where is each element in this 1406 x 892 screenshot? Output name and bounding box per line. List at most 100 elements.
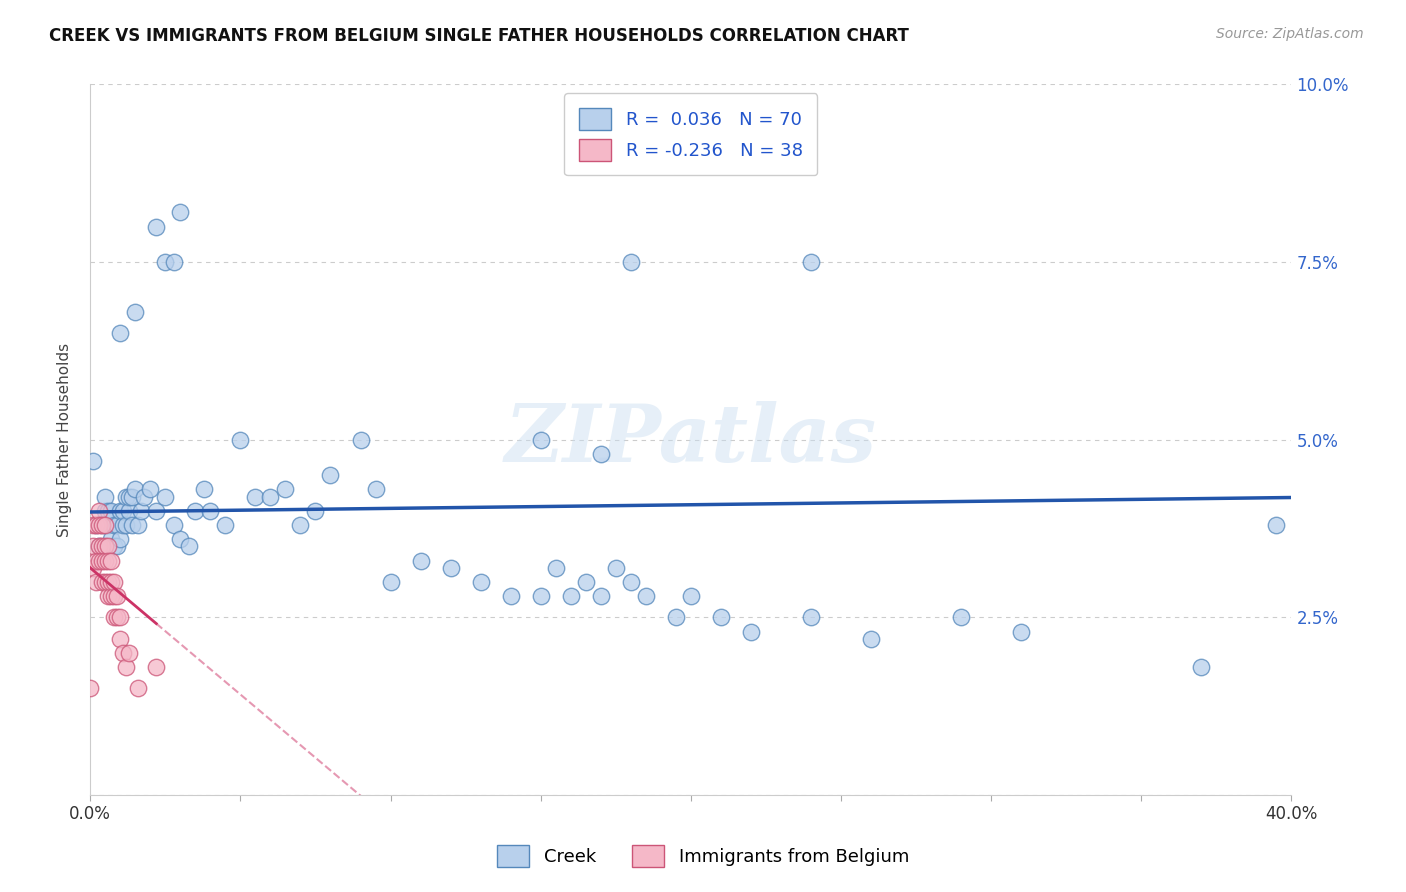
Point bbox=[589, 589, 612, 603]
Point bbox=[304, 504, 326, 518]
Point bbox=[620, 255, 643, 269]
Point bbox=[97, 589, 120, 603]
Point bbox=[860, 632, 883, 646]
Point bbox=[163, 518, 186, 533]
Point bbox=[79, 681, 101, 696]
Point bbox=[89, 539, 111, 553]
Point bbox=[575, 574, 598, 589]
Point bbox=[229, 433, 252, 447]
Point bbox=[193, 483, 215, 497]
Point bbox=[439, 560, 461, 574]
Point bbox=[97, 553, 120, 567]
Point bbox=[84, 518, 107, 533]
Point bbox=[200, 504, 222, 518]
Point bbox=[105, 589, 128, 603]
Point bbox=[112, 646, 135, 660]
Point bbox=[118, 504, 141, 518]
Point bbox=[110, 610, 132, 624]
Point bbox=[1010, 624, 1032, 639]
Point bbox=[82, 454, 104, 468]
Point bbox=[84, 574, 107, 589]
Point bbox=[105, 518, 128, 533]
Point bbox=[184, 504, 207, 518]
Point bbox=[274, 483, 297, 497]
Point bbox=[100, 553, 122, 567]
Point bbox=[319, 468, 342, 483]
Point bbox=[950, 610, 973, 624]
Point bbox=[100, 574, 122, 589]
Legend: Creek, Immigrants from Belgium: Creek, Immigrants from Belgium bbox=[489, 838, 917, 874]
Point bbox=[110, 632, 132, 646]
Point bbox=[800, 255, 823, 269]
Point bbox=[84, 518, 107, 533]
Point bbox=[91, 518, 114, 533]
Point bbox=[91, 539, 114, 553]
Point bbox=[97, 574, 120, 589]
Point bbox=[127, 681, 149, 696]
Point bbox=[94, 504, 117, 518]
Point bbox=[89, 518, 111, 533]
Point bbox=[91, 574, 114, 589]
Point bbox=[380, 574, 402, 589]
Point bbox=[544, 560, 567, 574]
Point bbox=[163, 255, 186, 269]
Point bbox=[82, 539, 104, 553]
Point bbox=[679, 589, 702, 603]
Point bbox=[409, 553, 432, 567]
Point bbox=[139, 483, 162, 497]
Point bbox=[499, 589, 522, 603]
Point bbox=[94, 574, 117, 589]
Point bbox=[121, 518, 143, 533]
Point bbox=[89, 539, 111, 553]
Point bbox=[103, 610, 125, 624]
Text: CREEK VS IMMIGRANTS FROM BELGIUM SINGLE FATHER HOUSEHOLDS CORRELATION CHART: CREEK VS IMMIGRANTS FROM BELGIUM SINGLE … bbox=[49, 27, 910, 45]
Point bbox=[115, 660, 138, 674]
Point bbox=[179, 539, 201, 553]
Point bbox=[91, 553, 114, 567]
Point bbox=[145, 660, 167, 674]
Point bbox=[115, 518, 138, 533]
Point bbox=[103, 574, 125, 589]
Point bbox=[1265, 518, 1288, 533]
Point bbox=[129, 504, 152, 518]
Point bbox=[82, 560, 104, 574]
Point bbox=[124, 305, 146, 319]
Point bbox=[82, 518, 104, 533]
Point bbox=[110, 533, 132, 547]
Point bbox=[710, 610, 733, 624]
Point bbox=[115, 490, 138, 504]
Point bbox=[605, 560, 627, 574]
Point bbox=[103, 539, 125, 553]
Point bbox=[94, 539, 117, 553]
Y-axis label: Single Father Households: Single Father Households bbox=[58, 343, 72, 537]
Point bbox=[259, 490, 281, 504]
Point bbox=[530, 433, 553, 447]
Point bbox=[349, 433, 371, 447]
Point bbox=[103, 518, 125, 533]
Text: ZIPatlas: ZIPatlas bbox=[505, 401, 877, 478]
Point bbox=[134, 490, 156, 504]
Point bbox=[84, 553, 107, 567]
Point bbox=[155, 490, 177, 504]
Point bbox=[124, 483, 146, 497]
Point bbox=[145, 219, 167, 234]
Point bbox=[665, 610, 688, 624]
Point bbox=[100, 504, 122, 518]
Point bbox=[89, 504, 111, 518]
Point bbox=[100, 533, 122, 547]
Point bbox=[740, 624, 762, 639]
Point bbox=[155, 255, 177, 269]
Point bbox=[364, 483, 387, 497]
Point bbox=[118, 646, 141, 660]
Point bbox=[103, 589, 125, 603]
Point bbox=[97, 504, 120, 518]
Point bbox=[1189, 660, 1212, 674]
Point bbox=[105, 539, 128, 553]
Point bbox=[112, 518, 135, 533]
Point bbox=[800, 610, 823, 624]
Point bbox=[560, 589, 582, 603]
Point bbox=[94, 553, 117, 567]
Point bbox=[214, 518, 236, 533]
Point bbox=[634, 589, 657, 603]
Point bbox=[110, 504, 132, 518]
